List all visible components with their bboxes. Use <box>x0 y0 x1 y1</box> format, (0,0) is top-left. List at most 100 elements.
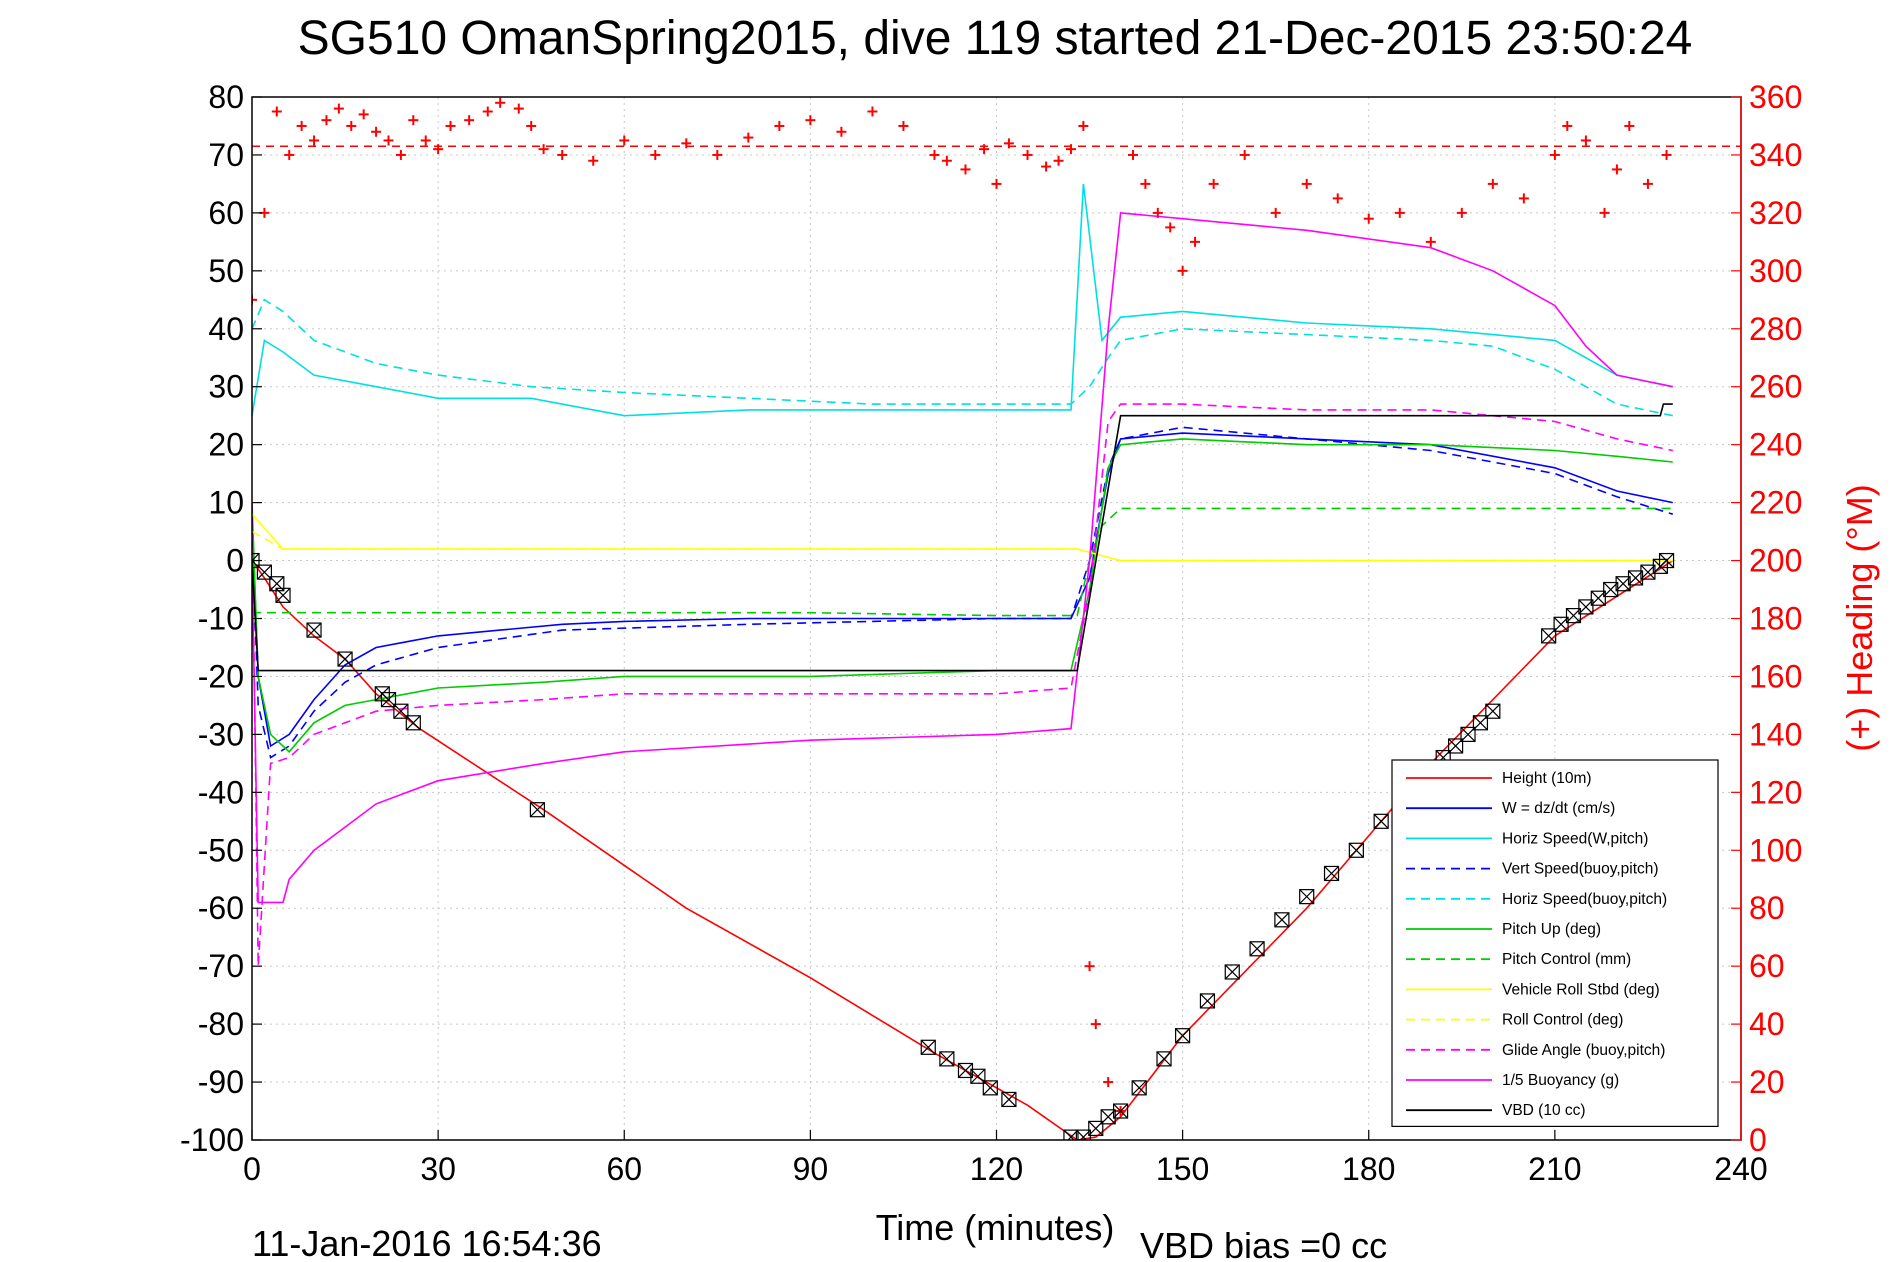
heading-point <box>1363 213 1374 224</box>
y2-tick-label: 20 <box>1749 1064 1785 1100</box>
height-marker-x2 <box>1448 738 1464 754</box>
heading-point <box>1208 178 1219 189</box>
height-marker-box <box>1199 993 1216 1009</box>
legend-entry: W = dz/dt (cm/s) <box>1502 800 1615 817</box>
height-marker <box>1175 1028 1191 1044</box>
height-marker-box <box>1541 628 1557 644</box>
height-marker-box <box>1348 842 1364 858</box>
heading-point <box>296 120 307 131</box>
height-marker-box <box>1553 616 1569 632</box>
height-marker-x2 <box>1100 1109 1116 1125</box>
height-marker-box <box>1131 1080 1147 1096</box>
legend-entry: Horiz Speed(buoy,pitch) <box>1502 891 1667 908</box>
height-marker <box>1448 738 1464 754</box>
heading-point <box>1190 236 1201 247</box>
height-marker-box <box>920 1039 936 1055</box>
height-marker <box>1658 552 1675 569</box>
heading-point <box>271 106 282 117</box>
heading-point <box>1611 164 1622 175</box>
series-line-12 <box>252 403 1673 672</box>
height-marker <box>337 651 353 667</box>
height-marker <box>1323 865 1340 882</box>
legend-entry: Glide Angle (buoy,pitch) <box>1502 1042 1665 1059</box>
height-marker-x2 <box>1224 964 1240 980</box>
y-tick-label: -50 <box>198 832 244 868</box>
height-marker-x2 <box>982 1080 998 1096</box>
heading-point <box>1053 155 1064 166</box>
height-marker-box <box>529 802 545 818</box>
heading-point <box>1270 207 1281 218</box>
height-marker <box>982 1080 998 1096</box>
x-tick-label: 150 <box>1156 1151 1209 1187</box>
y-tick-label: 20 <box>208 427 244 463</box>
height-marker-x2 <box>1578 599 1594 615</box>
heading-point <box>333 103 344 114</box>
height-marker <box>275 587 291 603</box>
height-marker-box <box>1299 889 1315 905</box>
y-tick-label: -60 <box>198 890 244 926</box>
y-tick-label: -70 <box>198 948 244 984</box>
height-marker-x2 <box>1460 726 1476 742</box>
height-marker-x1 <box>252 559 260 568</box>
height-marker-x2 <box>1640 564 1656 580</box>
height-marker-box <box>256 564 273 580</box>
x-tick-label: 210 <box>1528 1151 1581 1187</box>
y-tick-label: 30 <box>208 369 244 405</box>
heading-point <box>513 103 524 114</box>
height-marker-x2 <box>1299 889 1315 905</box>
heading-point <box>1078 120 1089 131</box>
heading-point <box>1332 193 1343 204</box>
height-marker-x2 <box>1113 1103 1129 1119</box>
heading-point <box>358 109 369 120</box>
x-tick-label: 0 <box>243 1151 261 1187</box>
height-marker-box <box>1652 558 1668 574</box>
height-marker <box>380 692 397 708</box>
height-marker <box>529 802 545 818</box>
heading-point <box>420 135 431 146</box>
heading-point <box>1518 193 1529 204</box>
height-marker-box <box>393 703 409 719</box>
height-marker-box <box>1460 726 1476 742</box>
heading-point <box>960 164 971 175</box>
legend-entry: Vert Speed(buoy,pitch) <box>1502 861 1659 878</box>
heading-point <box>1103 1077 1114 1088</box>
y-tick-label: -10 <box>198 601 244 637</box>
y-tick-label: -30 <box>198 716 244 752</box>
height-marker-x2 <box>1324 866 1339 881</box>
heading-point <box>538 144 549 155</box>
series-line-7 <box>252 507 1673 617</box>
height-marker <box>1460 726 1476 742</box>
heading-point <box>1624 120 1635 131</box>
heading-point <box>526 120 537 131</box>
height-marker-x2 <box>1541 628 1557 644</box>
heading-point <box>712 149 723 160</box>
x-tick-label: 90 <box>793 1151 829 1187</box>
heading-point <box>1562 120 1573 131</box>
height-marker-x2 <box>381 692 396 708</box>
heading-point <box>252 294 257 305</box>
heading-point <box>1140 178 1151 189</box>
heading-point <box>482 106 493 117</box>
heading-point <box>309 135 320 146</box>
series-line-3 <box>252 183 1673 417</box>
height-marker <box>939 1051 955 1067</box>
heading-point <box>1661 149 1672 160</box>
heading-point <box>1301 178 1312 189</box>
x-tick-label: 30 <box>420 1151 456 1187</box>
height-marker-x2 <box>1079 1129 1091 1140</box>
legend-entry: Horiz Speed(W,pitch) <box>1502 830 1648 847</box>
height-marker <box>256 564 273 580</box>
y2-tick-label: 0 <box>1749 1122 1767 1158</box>
height-marker <box>1131 1080 1147 1096</box>
height-marker-x2 <box>1156 1051 1172 1067</box>
height-marker <box>1112 1103 1129 1119</box>
heading-point <box>371 126 382 137</box>
heading-point <box>743 132 754 143</box>
heading-point <box>1177 265 1188 276</box>
height-marker-x2 <box>1485 703 1501 719</box>
height-marker-box <box>1590 590 1606 606</box>
height-marker-box <box>970 1068 986 1084</box>
heading-point <box>346 120 357 131</box>
y2-tick-label: 180 <box>1749 601 1802 637</box>
height-marker-box <box>337 651 353 667</box>
